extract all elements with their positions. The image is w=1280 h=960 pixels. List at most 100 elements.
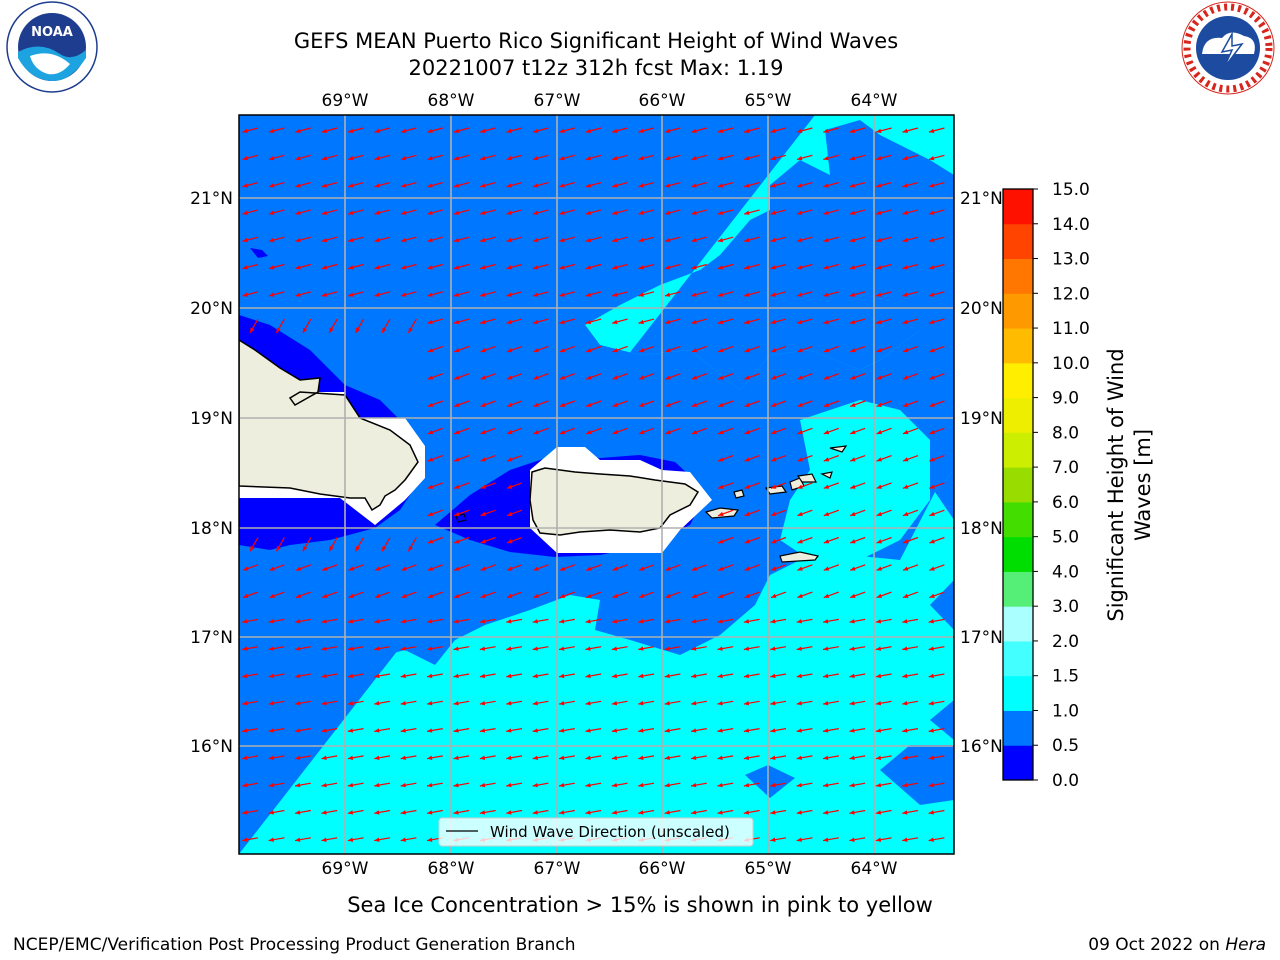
- wind-arrow: [321, 673, 338, 679]
- wind-arrow: [823, 182, 839, 188]
- wind-arrow: [453, 728, 470, 733]
- wind-arrow: [902, 618, 919, 624]
- wind-arrow: [612, 564, 628, 571]
- wind-arrow: [770, 509, 787, 517]
- wind-arrow: [453, 373, 470, 380]
- colorbar-band: [1003, 362, 1033, 399]
- wind-arrow: [770, 755, 787, 760]
- wind-arrow: [479, 263, 496, 270]
- wind-arrow: [928, 291, 945, 297]
- wind-arrow: [849, 291, 866, 297]
- latitude-label: 18°N: [190, 519, 233, 539]
- wind-arrow: [321, 728, 338, 733]
- wind-arrow: [611, 809, 628, 815]
- wind-arrow: [823, 509, 840, 517]
- wind-arrow: [638, 564, 655, 571]
- wind-arrow: [453, 345, 470, 353]
- wind-arrow: [823, 536, 840, 544]
- wind-arrow: [717, 728, 734, 733]
- wind-arrow: [479, 154, 496, 161]
- wind-arrow: [611, 782, 628, 788]
- wind-arrow: [506, 728, 523, 733]
- wind-arrow: [321, 127, 338, 133]
- wind-arrow: [638, 291, 655, 297]
- wind-arrow: [796, 646, 813, 651]
- wind-arrow: [407, 318, 417, 334]
- wind-arrow: [823, 591, 840, 599]
- wind-arrow: [242, 263, 259, 270]
- wind-arrow: [453, 755, 470, 760]
- wind-arrow: [823, 236, 839, 243]
- wind-arrow: [743, 646, 760, 651]
- colorbar-tick-label: 7.0: [1052, 458, 1079, 478]
- colorbar-tick-label: 9.0: [1052, 389, 1079, 409]
- wind-arrow: [268, 291, 285, 297]
- wind-arrow: [427, 509, 444, 517]
- latitude-labels-left: 21°N 20°N 19°N 18°N 17°N 16°N: [190, 189, 233, 757]
- wind-arrow: [374, 291, 391, 297]
- wind-arrow: [347, 154, 364, 161]
- wind-arrow: [585, 591, 602, 599]
- wind-arrow: [532, 318, 549, 325]
- wind-arrow: [268, 700, 285, 706]
- wind-arrow: [611, 209, 628, 215]
- wind-arrow: [347, 291, 364, 297]
- wind-arrow: [770, 536, 787, 544]
- wind-arrow: [347, 209, 364, 215]
- wind-arrow: [743, 782, 760, 788]
- sea-ice-note: Sea Ice Concentration > 15% is shown in …: [347, 893, 933, 917]
- wind-arrow: [770, 564, 787, 571]
- wind-arrow: [242, 618, 259, 624]
- wind-arrow: [506, 618, 523, 624]
- wind-arrow: [743, 236, 760, 243]
- wind-arrow: [638, 400, 655, 408]
- wind-arrow: [295, 236, 311, 243]
- wind-arrow: [902, 291, 919, 297]
- wind-arrow: [743, 154, 760, 161]
- wind-arrow: [876, 400, 892, 408]
- wind-arrow: [427, 209, 443, 215]
- wind-arrow: [559, 400, 576, 408]
- wind-arrow: [664, 154, 681, 161]
- wind-arrow: [532, 700, 549, 706]
- wind-arrow: [347, 755, 364, 760]
- wind-arrow: [743, 182, 760, 188]
- wind-arrow: [506, 455, 523, 462]
- wind-arrow: [480, 591, 496, 599]
- wind-arrow: [902, 564, 919, 571]
- wind-arrow: [427, 154, 443, 161]
- wind-arrow: [268, 236, 285, 243]
- wind-arrow: [928, 646, 945, 651]
- wind-arrow: [585, 782, 602, 788]
- wind-arrow: [506, 373, 523, 380]
- colorbar: 0.0 0.5 1.0 1.5 2.0 3.0 4.0 5.0 6.0 7.0 8.0 9.0 10.0…: [1002, 180, 1155, 791]
- wind-arrow: [374, 618, 391, 624]
- longitude-label: 68°W: [428, 91, 475, 111]
- wind-arrow: [717, 809, 734, 815]
- wind-arrow: [770, 345, 787, 353]
- wind-arrow: [295, 182, 311, 188]
- wind-arrow: [506, 318, 523, 325]
- nws-logo: [1181, 1, 1275, 95]
- wind-arrow: [796, 728, 813, 733]
- wind-arrow: [717, 755, 734, 760]
- wind-arrow: [506, 700, 523, 706]
- wind-arrow: [928, 236, 945, 243]
- wind-arrow: [268, 182, 285, 188]
- wind-arrow: [453, 318, 470, 325]
- wind-arrow: [242, 755, 259, 760]
- wind-arrow: [374, 209, 391, 215]
- colorbar-tick-label: 14.0: [1052, 215, 1090, 235]
- wind-arrow: [928, 673, 945, 679]
- wind-arrow: [691, 291, 707, 297]
- land-st-thomas: [764, 485, 788, 495]
- wind-arrow: [453, 618, 470, 624]
- wind-arrow: [374, 782, 391, 788]
- wind-arrow: [612, 400, 628, 408]
- wind-arrow: [611, 291, 628, 297]
- wind-arrow: [823, 400, 840, 408]
- wind-arrow: [717, 564, 734, 571]
- wind-arrow: [533, 564, 549, 571]
- wind-arrow: [665, 400, 681, 408]
- wind-arrow: [585, 209, 602, 215]
